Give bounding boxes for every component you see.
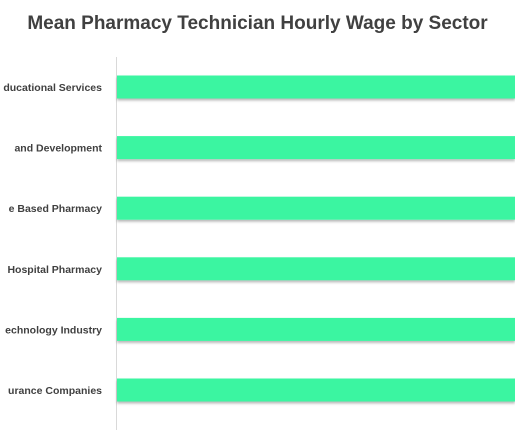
bar-3	[117, 257, 515, 281]
chart-title: Mean Pharmacy Technician Hourly Wage by …	[27, 13, 488, 34]
category-label-4: echnology Industry	[5, 324, 102, 336]
category-label-2: e Based Pharmacy	[9, 203, 103, 215]
category-label-0: ducational Services	[3, 82, 102, 94]
bar-5	[117, 378, 515, 402]
bar-4	[117, 317, 515, 341]
category-label-5: urance Companies	[8, 385, 102, 397]
category-label-3: Hospital Pharmacy	[7, 264, 102, 276]
category-label-1: and Development	[14, 143, 102, 155]
bar-1	[117, 136, 515, 160]
bar-0	[117, 75, 515, 99]
bar-2	[117, 196, 515, 220]
